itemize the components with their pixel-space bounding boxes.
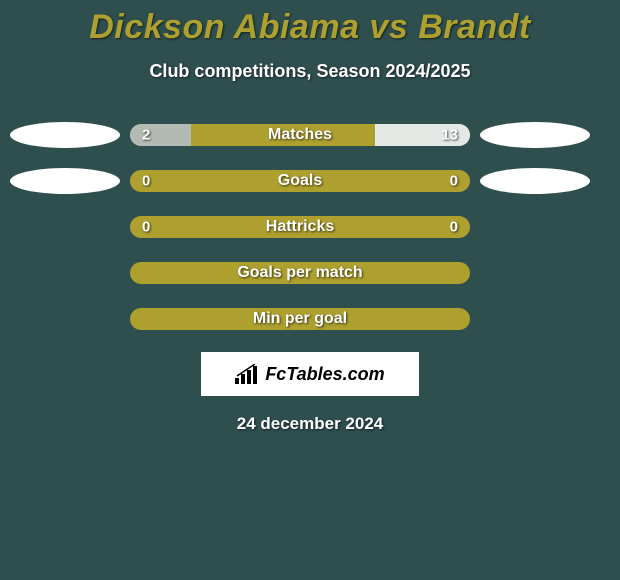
fill-left bbox=[130, 124, 191, 146]
value-left: 0 bbox=[142, 173, 150, 190]
stat-label: Goals bbox=[278, 172, 322, 190]
player-left-oval bbox=[10, 168, 120, 194]
value-left: 0 bbox=[142, 219, 150, 236]
player-left-oval bbox=[10, 122, 120, 148]
stat-row: 0 0 Hattricks bbox=[10, 214, 610, 240]
player-right-oval bbox=[480, 168, 590, 194]
stat-row: 2 13 Matches bbox=[10, 122, 610, 148]
page-subtitle: Club competitions, Season 2024/2025 bbox=[0, 61, 620, 82]
stat-label: Matches bbox=[268, 126, 332, 144]
value-right: 13 bbox=[441, 127, 458, 144]
stat-bar: Goals per match bbox=[130, 262, 470, 284]
value-right: 0 bbox=[450, 173, 458, 190]
value-left: 2 bbox=[142, 127, 150, 144]
player-right-oval bbox=[480, 122, 590, 148]
bars-icon bbox=[235, 364, 261, 384]
spacer bbox=[10, 225, 120, 229]
stat-bar: Min per goal bbox=[130, 308, 470, 330]
stat-label: Min per goal bbox=[253, 310, 347, 328]
page-title: Dickson Abiama vs Brandt bbox=[0, 8, 620, 47]
stat-bar: 0 0 Hattricks bbox=[130, 216, 470, 238]
spacer bbox=[480, 225, 590, 229]
date-text: 24 december 2024 bbox=[0, 414, 620, 434]
stat-row: Goals per match bbox=[10, 260, 610, 286]
stat-row: 0 0 Goals bbox=[10, 168, 610, 194]
stat-row: Min per goal bbox=[10, 306, 610, 332]
stats-container: 2 13 Matches 0 0 Goals 0 0 Hattricks Goals per ma… bbox=[0, 122, 620, 332]
stat-bar: 0 0 Goals bbox=[130, 170, 470, 192]
source-logo: FcTables.com bbox=[201, 352, 419, 396]
stat-bar: 2 13 Matches bbox=[130, 124, 470, 146]
chart-canvas: Dickson Abiama vs Brandt Club competitio… bbox=[0, 0, 620, 580]
value-right: 0 bbox=[450, 219, 458, 236]
logo-text: FcTables.com bbox=[265, 364, 384, 385]
stat-label: Hattricks bbox=[266, 218, 334, 236]
stat-label: Goals per match bbox=[237, 264, 362, 282]
